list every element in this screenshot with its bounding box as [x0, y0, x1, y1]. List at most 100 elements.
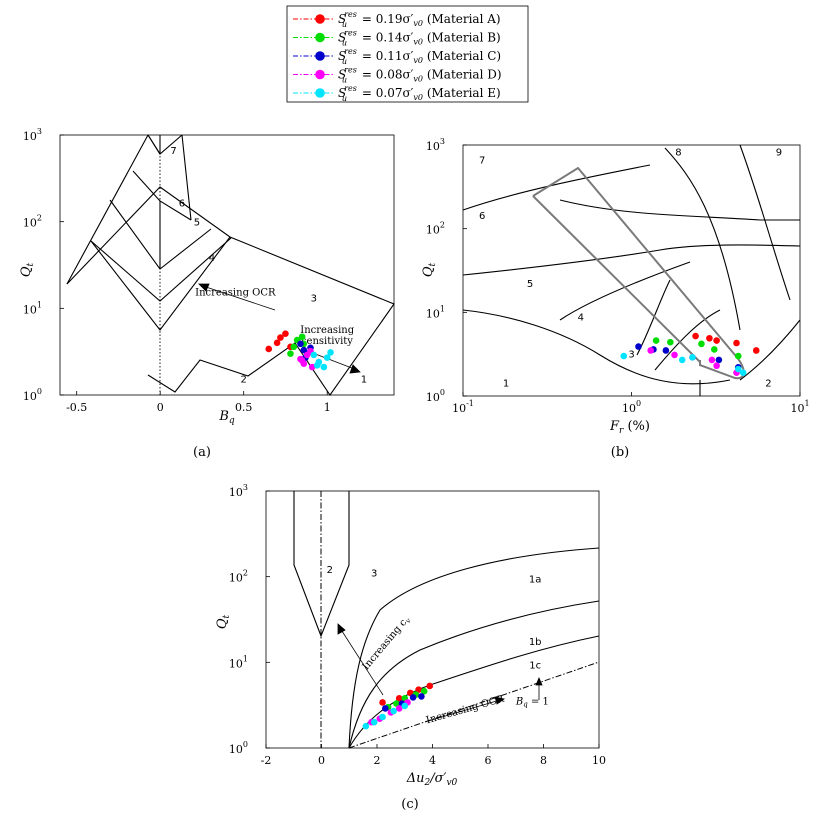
data-point	[287, 350, 294, 357]
data-point	[390, 707, 397, 715]
data-point	[298, 333, 306, 341]
data-point	[395, 705, 403, 712]
caption-b: (b)	[611, 445, 629, 460]
data-point	[298, 357, 306, 364]
zone-label: 1	[503, 378, 509, 389]
x-tick-label: 2	[374, 754, 381, 767]
legend-marker	[315, 88, 325, 98]
plot-area-a	[59, 134, 395, 396]
data-point	[379, 713, 386, 721]
plot-area-b	[462, 144, 801, 397]
data-point	[409, 694, 417, 701]
x-tick-label: 100	[622, 399, 641, 415]
data-point	[706, 334, 713, 342]
data-point	[667, 338, 674, 346]
zone-labels-a: 7 65 4 3 2 1	[170, 146, 367, 385]
legend-entry: Sres u = 0.19σ′v0 (Material A)	[293, 10, 501, 29]
panel-a: 7 65 4 3 2 1 Increasing OCR Increasingsensitiv…	[19, 127, 395, 460]
y-tick-label: 100	[229, 740, 248, 756]
data-point	[420, 687, 428, 695]
zone-label: 7	[170, 146, 176, 157]
y-axis-label-c: Qt	[215, 614, 232, 629]
legend-entry: Sres u = 0.11σ′v0 (Material C)	[293, 47, 501, 66]
data-point	[323, 354, 331, 361]
trend-arrows-c	[337, 623, 543, 723]
zone-label: 8	[675, 147, 681, 158]
data-point	[689, 354, 696, 361]
data-point	[401, 702, 409, 710]
legend-label: Sres u = 0.19σ′v0 (Material A)	[338, 10, 501, 29]
x-tick-label: 0.5	[235, 401, 253, 414]
zone-label: 1	[361, 374, 367, 385]
zone-label: 1a	[529, 575, 542, 586]
data-point	[708, 356, 716, 364]
legend-entry: Sres u = 0.07σ′v0 (Material E)	[293, 84, 501, 103]
zone-label: 2	[241, 374, 247, 385]
legend-label: Sres u = 0.08σ′v0 (Material D)	[338, 66, 502, 85]
zone-label: 4	[209, 253, 215, 264]
x-tick-label: 4	[429, 754, 436, 767]
data-point	[393, 700, 400, 707]
legend-entry: Sres u = 0.14σ′v0 (Material B)	[293, 29, 501, 48]
zone-labels-b: 7 8 9 6 5 4 3 1 2	[479, 147, 782, 389]
data-point	[733, 339, 740, 347]
zone-labels-c: 2 3 1a 1b 1c	[327, 565, 542, 671]
data-points-c	[362, 682, 434, 730]
zone-label: 4	[578, 312, 584, 323]
y-tick-label: 102	[426, 221, 445, 237]
data-points-a	[265, 330, 334, 371]
data-point	[734, 365, 742, 373]
x-tick-label: 10	[592, 754, 606, 767]
x-tick-label: 101	[790, 399, 809, 415]
x-tick-label: 0	[157, 401, 164, 414]
legend-box	[286, 5, 529, 103]
zone-label: 3	[628, 349, 634, 360]
data-point	[713, 362, 720, 370]
caption-a: (a)	[193, 445, 211, 460]
plot-area-c	[265, 490, 600, 749]
y-tick-label: 103	[23, 127, 42, 143]
legend-entry: Sres u = 0.08σ′v0 (Material D)	[293, 66, 502, 85]
data-point	[277, 334, 284, 341]
data-point	[395, 695, 403, 702]
data-point	[308, 363, 316, 371]
data-point	[320, 363, 328, 371]
x-tick-label: 1	[324, 401, 331, 414]
zone-label: 2	[327, 565, 333, 576]
legend-label: Sres u = 0.07σ′v0 (Material E)	[338, 84, 501, 103]
y-tick-label: 101	[426, 304, 445, 320]
data-point	[382, 705, 389, 712]
x-axis-label-a: Bq	[218, 409, 235, 426]
data-point	[370, 718, 378, 726]
legend-label: Sres u = 0.14σ′v0 (Material B)	[338, 29, 501, 48]
zone-label: 6	[179, 198, 185, 209]
legend-label: Sres u = 0.11σ′v0 (Material C)	[338, 47, 501, 66]
y-tick-label: 100	[23, 387, 42, 403]
zone-label: 5	[527, 279, 533, 290]
data-point	[290, 343, 298, 351]
x-ticks-a: -0.5 0 0.5 1	[66, 391, 331, 414]
data-point	[415, 686, 422, 693]
x-tick-label: 6	[485, 754, 492, 767]
zone-boundaries-c	[293, 491, 600, 749]
data-point	[678, 356, 686, 364]
zone-label: 5	[194, 218, 200, 229]
x-axis-label-b: Fr (%)	[609, 419, 650, 436]
data-point	[698, 340, 705, 348]
x-tick-label: 10-1	[452, 399, 474, 415]
zone-boundaries-b	[462, 144, 801, 396]
data-point	[273, 339, 281, 347]
data-point	[362, 722, 370, 730]
data-point	[752, 347, 760, 354]
legend-marker	[315, 69, 325, 80]
annotation: Increasing OCR	[195, 288, 276, 299]
bq-one-line-c	[348, 661, 600, 749]
zone-label: 2	[765, 378, 771, 389]
caption-c: (c)	[401, 797, 418, 812]
x-tick-label: 0	[318, 754, 325, 767]
x-tick-label: -0.5	[66, 401, 87, 414]
data-points-b	[620, 332, 760, 376]
